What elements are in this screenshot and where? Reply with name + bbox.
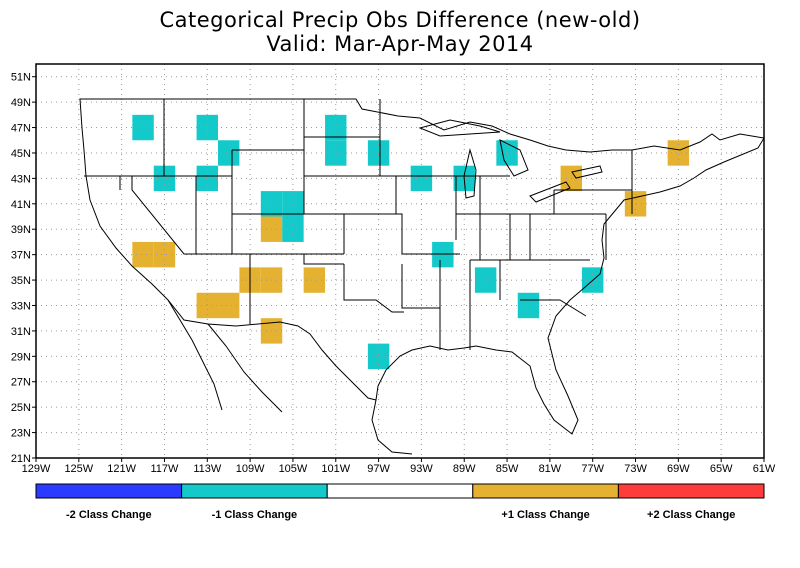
lat-tick-label: 29N <box>11 351 31 363</box>
lake-huron <box>499 139 529 177</box>
lat-tick-label: 37N <box>11 250 31 262</box>
lat-tick-label: 51N <box>11 72 31 84</box>
lon-tick-label: 113W <box>193 463 222 475</box>
grid-cell <box>196 114 218 141</box>
legend-swatch <box>326 483 474 499</box>
lat-tick-label: 21N <box>11 453 31 465</box>
grid-cell <box>132 114 154 141</box>
legend-swatch <box>617 483 765 499</box>
lon-tick-label: 89W <box>453 463 476 475</box>
grid-cell <box>303 267 326 293</box>
lat-tick-label: 47N <box>11 123 31 135</box>
us-coastline <box>79 98 765 435</box>
legend-labels: -2 Class Change -1 Class Change +1 Class C… <box>66 509 735 521</box>
latitude-tick-labels: 21N 23N 25N 27N 29N 31N 33N 35N 37N 39N 41N 43N 45N 4… <box>11 72 31 465</box>
lon-tick-label: 69W <box>667 463 690 475</box>
lon-tick-label: 105W <box>279 463 308 475</box>
lake-michigan <box>463 148 477 199</box>
lat-tick-label: 43N <box>11 173 31 185</box>
grid-cell <box>624 191 647 217</box>
lat-tick-label: 33N <box>11 300 31 312</box>
lon-tick-label: 109W <box>236 463 265 475</box>
lon-tick-label: 77W <box>581 463 604 475</box>
lon-tick-label: 81W <box>539 463 562 475</box>
map-frame <box>35 63 765 459</box>
mexico-gulf-coast <box>371 399 413 455</box>
grid-cell <box>367 343 390 370</box>
grid-cell <box>432 241 454 268</box>
lon-tick-label: 125W <box>64 463 93 475</box>
grid-cell <box>667 140 690 166</box>
longitude-tick-labels: 129W 125W 121W 117W 113W 109W 105W 101W 97W 93W 89… <box>22 463 776 475</box>
lat-tick-label: 31N <box>11 326 31 338</box>
grid-cell <box>218 140 240 166</box>
lon-tick-label: 97W <box>367 463 390 475</box>
state-lines <box>84 99 633 350</box>
map-title: Categorical Precip Obs Difference (new-o… <box>159 8 641 32</box>
lon-tick-label: 117W <box>151 463 180 475</box>
legend-label: -1 Class Change <box>212 509 298 521</box>
grid-cell <box>196 292 218 319</box>
map-subtitle: Valid: Mar-Apr-May 2014 <box>266 32 534 56</box>
baja-coastline <box>167 299 223 411</box>
lake-ontario <box>571 165 603 179</box>
lat-tick-label: 41N <box>11 199 31 211</box>
lon-tick-label: 129W <box>22 463 51 475</box>
lake-erie <box>529 181 571 203</box>
legend-color-bar <box>35 483 765 499</box>
legend-label: +2 Class Change <box>647 509 735 521</box>
lat-tick-label: 45N <box>11 148 31 160</box>
grid-cell <box>325 114 347 141</box>
legend-swatch <box>35 483 183 499</box>
lon-tick-label: 61W <box>753 463 776 475</box>
grid-cell <box>282 191 304 217</box>
legend-swatch <box>472 483 619 499</box>
lon-tick-label: 101W <box>321 463 350 475</box>
lat-tick-label: 25N <box>11 402 31 414</box>
grid-cell <box>132 241 154 268</box>
grid-cell <box>218 292 240 319</box>
lon-tick-label: 121W <box>107 463 136 475</box>
mexico-west-coast <box>207 323 283 413</box>
lat-tick-label: 23N <box>11 428 31 440</box>
legend-label: -2 Class Change <box>66 509 152 521</box>
lon-tick-label: 73W <box>624 463 647 475</box>
grid-cell <box>153 165 176 192</box>
lake-superior <box>418 119 501 137</box>
legend-swatch <box>181 483 328 499</box>
grid-cell <box>517 292 540 319</box>
grid-cell <box>325 140 347 166</box>
lat-tick-label: 35N <box>11 275 31 287</box>
lon-tick-label: 85W <box>496 463 519 475</box>
lon-tick-label: 65W <box>710 463 733 475</box>
us-state-outlines <box>79 98 765 455</box>
lat-tick-label: 39N <box>11 224 31 236</box>
grid-cell <box>367 140 390 166</box>
lat-tick-label: 49N <box>11 97 31 109</box>
legend-label: +1 Class Change <box>501 509 589 521</box>
grid-cell <box>474 267 497 293</box>
lon-tick-label: 93W <box>410 463 433 475</box>
grid-cell <box>196 165 218 192</box>
lat-tick-label: 27N <box>11 377 31 389</box>
